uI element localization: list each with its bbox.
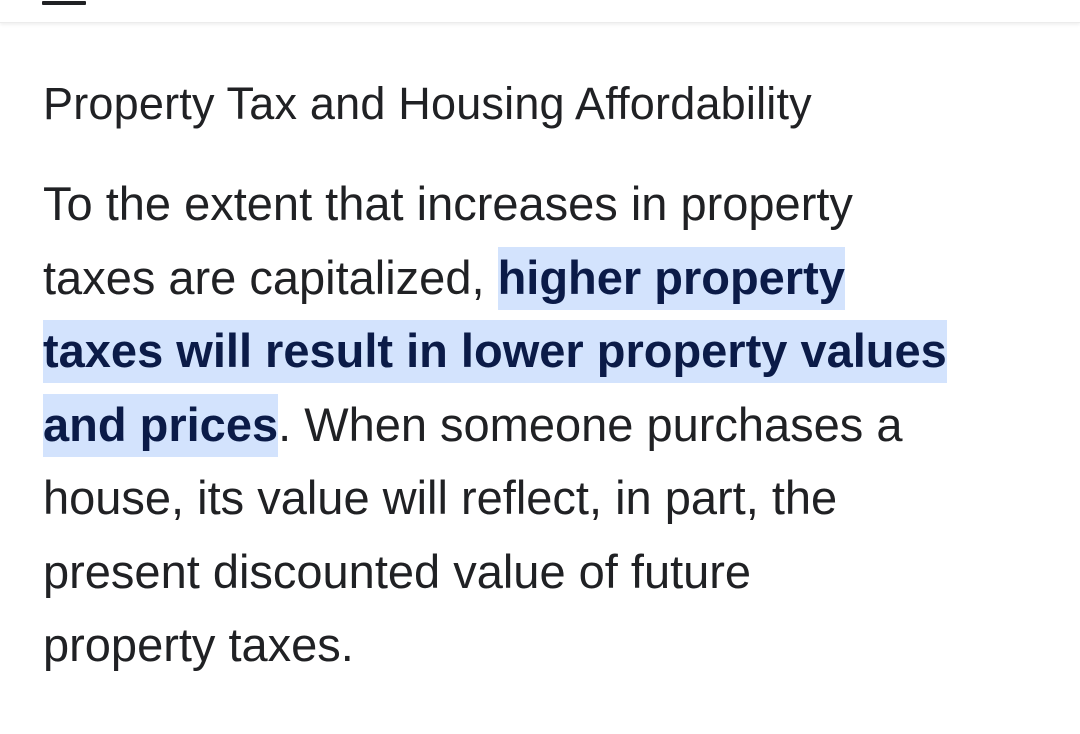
paragraph-line: present discounted value of future <box>43 535 1063 609</box>
paragraph-line: and prices. When someone purchases a <box>43 388 1063 462</box>
highlighted-text: taxes will result in lower property valu… <box>43 320 947 383</box>
paragraph-line: taxes will result in lower property valu… <box>43 314 1063 388</box>
menu-icon[interactable] <box>42 0 86 8</box>
paragraph-line: To the extent that increases in property <box>43 167 1063 241</box>
menu-icon-line <box>42 1 86 5</box>
paragraph-text: taxes are capitalized, <box>43 250 498 304</box>
paragraph-line: property taxes. <box>43 608 1063 682</box>
paragraph-text: To the extent that increases in property <box>43 177 853 230</box>
article-paragraph: To the extent that increases in property… <box>43 167 1063 682</box>
highlighted-text: and prices <box>43 393 279 457</box>
paragraph-text: property taxes. <box>43 618 354 671</box>
highlighted-text: higher property <box>497 246 845 310</box>
paragraph-text: present discounted value of future <box>43 544 752 598</box>
paragraph-text: house, its value will reflect, in part, … <box>43 471 838 524</box>
paragraph-text: . When someone purchases a <box>278 397 903 451</box>
paragraph-line: taxes are capitalized, higher property <box>43 241 1063 315</box>
paragraph-line: house, its value will reflect, in part, … <box>43 461 1063 535</box>
section-heading: Property Tax and Housing Affordability <box>43 78 812 129</box>
top-app-bar <box>0 0 1080 23</box>
